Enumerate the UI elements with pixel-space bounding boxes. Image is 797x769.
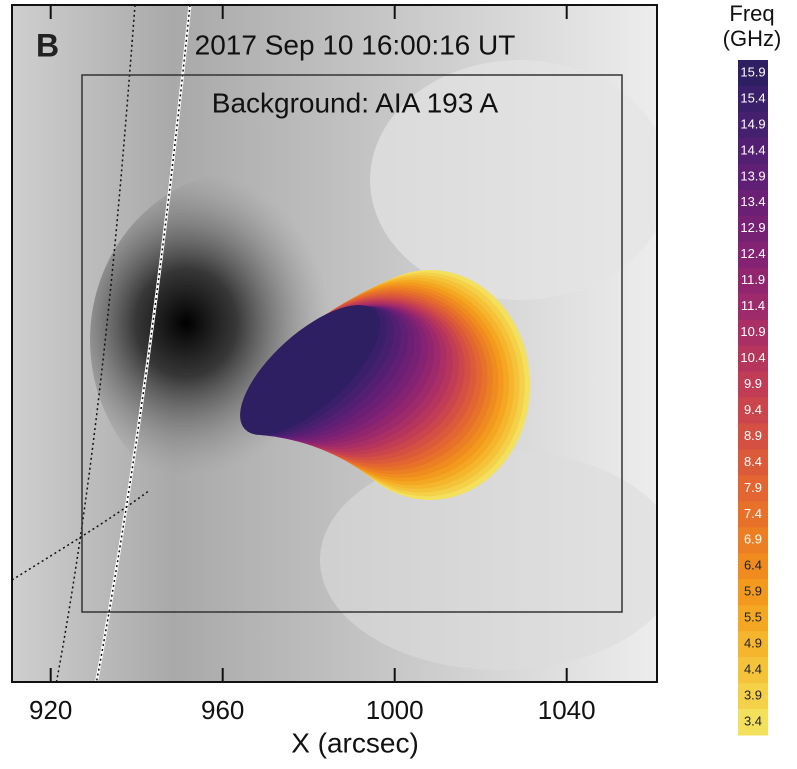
chart-subtitle: Background: AIA 193 A (212, 87, 499, 118)
colorbar-label: 15.9 (740, 64, 765, 79)
colorbar-label: 7.4 (744, 506, 762, 521)
colorbar-cell (738, 605, 768, 632)
colorbar-label: 10.4 (740, 350, 765, 365)
x-tick-label: 1040 (538, 695, 596, 725)
colorbar-cell (738, 345, 768, 373)
colorbar-cell (738, 709, 768, 736)
colorbar-cell (738, 501, 768, 528)
colorbar-cell (738, 579, 768, 606)
colorbar-cell (738, 137, 768, 165)
colorbar-cell (738, 397, 768, 424)
colorbar-cell (738, 267, 768, 295)
colorbar-cell (738, 449, 768, 476)
colorbar-label: 6.4 (744, 558, 762, 573)
colorbar-cell (738, 657, 768, 684)
colorbar-label: 14.9 (740, 116, 765, 131)
colorbar-label: 11.9 (741, 272, 765, 287)
colorbar-cell (738, 371, 768, 398)
contour (240, 305, 380, 435)
colorbar-label: 3.4 (744, 713, 762, 728)
colorbar-label: 9.4 (744, 402, 762, 417)
colorbar-label: 13.9 (740, 168, 765, 183)
contours (240, 270, 530, 500)
colorbar-label: 8.4 (744, 454, 762, 469)
colorbar-cell (738, 241, 768, 269)
colorbar-label: 11.4 (741, 298, 765, 313)
colorbar-label: 6.9 (744, 532, 762, 547)
colorbar-cell (738, 111, 768, 139)
colorbar-cell (738, 215, 768, 243)
colorbar-label: 10.9 (740, 324, 765, 339)
colorbar-cell (738, 475, 768, 502)
colorbar-cell (738, 189, 768, 217)
plot-frame (11, 4, 658, 683)
colorbar-title: (GHz) (723, 26, 782, 51)
colorbar-label: 12.9 (740, 220, 765, 235)
x-tick-label: 1000 (366, 695, 424, 725)
x-axis-label: X (arcsec) (291, 727, 419, 758)
x-tick-label: 960 (201, 695, 244, 725)
colorbar-cell (738, 319, 768, 347)
colorbar-label: 3.9 (744, 687, 762, 702)
colorbar-cell (738, 683, 768, 710)
colorbar-cell (738, 553, 768, 580)
chart-title: 2017 Sep 10 16:00:16 UT (195, 29, 516, 60)
colorbar-cell (738, 631, 768, 658)
background-image (12, 5, 657, 682)
colorbar-label: 14.4 (740, 142, 765, 157)
colorbar-label: 5.9 (744, 584, 762, 599)
fov-box (81, 74, 623, 613)
colorbar-label: 9.9 (744, 376, 762, 391)
colorbar-cell (738, 293, 768, 321)
colorbar-label: 12.4 (740, 246, 765, 261)
colorbar-cell (738, 423, 768, 450)
x-tick-label: 920 (29, 695, 72, 725)
colorbar-label: 4.4 (744, 662, 762, 677)
colorbar-label: 13.4 (740, 194, 765, 209)
colorbar-label: 5.5 (744, 610, 762, 625)
colorbar-cell (738, 85, 768, 113)
colorbar-title: Freq (729, 1, 774, 26)
colorbar-cell (738, 163, 768, 191)
colorbar-cell (738, 527, 768, 554)
colorbar-cell (738, 60, 768, 87)
panel-label: B (36, 27, 59, 63)
colorbar-label: 7.9 (744, 480, 762, 495)
colorbar-label: 15.4 (740, 90, 765, 105)
colorbar-label: 8.9 (744, 428, 762, 443)
colorbar-label: 4.9 (744, 636, 762, 651)
